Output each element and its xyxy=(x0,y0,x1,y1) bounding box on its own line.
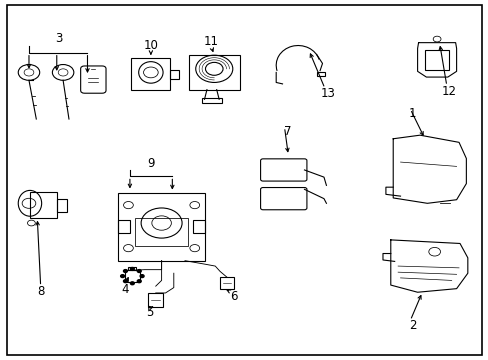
Text: 1: 1 xyxy=(408,107,416,120)
Bar xyxy=(148,293,163,307)
Circle shape xyxy=(123,270,127,273)
Circle shape xyxy=(130,267,134,270)
Bar xyxy=(188,55,239,90)
Bar xyxy=(128,267,136,270)
Text: 12: 12 xyxy=(441,85,456,98)
Bar xyxy=(424,50,448,70)
Bar xyxy=(316,72,325,76)
Text: 7: 7 xyxy=(283,125,290,138)
Bar xyxy=(135,218,188,246)
Bar xyxy=(118,220,130,233)
Circle shape xyxy=(130,282,134,285)
Text: 4: 4 xyxy=(121,283,128,296)
Text: 8: 8 xyxy=(37,285,44,298)
Bar xyxy=(30,192,57,218)
Text: 2: 2 xyxy=(408,319,416,332)
Bar xyxy=(124,270,140,282)
Circle shape xyxy=(137,270,141,273)
Text: 6: 6 xyxy=(229,290,237,303)
Circle shape xyxy=(140,275,144,278)
Bar xyxy=(202,98,221,103)
Text: 9: 9 xyxy=(147,157,154,170)
Bar xyxy=(131,58,170,90)
Text: 10: 10 xyxy=(143,39,158,52)
Bar xyxy=(170,70,179,78)
Bar xyxy=(193,220,205,233)
Text: 11: 11 xyxy=(203,35,219,49)
Text: 3: 3 xyxy=(56,32,63,45)
Bar xyxy=(220,277,233,289)
Text: 13: 13 xyxy=(320,87,335,100)
Bar xyxy=(118,193,205,261)
Circle shape xyxy=(121,275,124,278)
Circle shape xyxy=(123,280,127,283)
Bar xyxy=(57,199,67,212)
Text: 5: 5 xyxy=(145,306,153,319)
Circle shape xyxy=(137,280,141,283)
